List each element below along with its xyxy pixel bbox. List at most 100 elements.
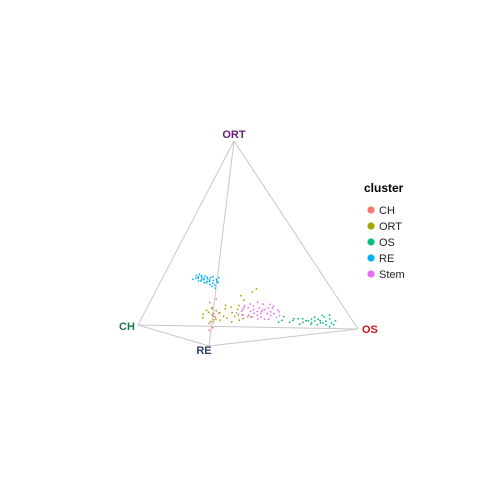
point-stem-5 [263,308,266,311]
point-ch-5 [211,313,214,316]
point-stem-31 [261,308,264,311]
point-re-9 [202,278,205,281]
point-stem-13 [241,308,244,311]
point-stem-6 [267,318,270,321]
point-stem-26 [242,306,245,309]
edge-ch-os [137,324,359,330]
point-ort-1 [212,319,215,321]
point-stem-30 [273,312,275,315]
point-stem-28 [263,318,266,320]
point-os-31 [330,322,333,324]
point-stem-11 [275,316,278,319]
point-ch-6 [212,321,215,324]
point-stem-20 [266,312,269,315]
point-re-19 [212,279,215,282]
point-stem-24 [240,310,243,313]
legend-key-ch [367,206,375,214]
point-re-14 [217,277,220,279]
point-os-11 [302,321,304,324]
point-os-16 [293,317,295,320]
point-stem-22 [251,316,254,318]
legend-label-os: OS [379,237,395,249]
point-stem-4 [253,312,256,315]
vertex-label-ch: CH [119,321,135,333]
point-ort-24 [211,307,213,310]
point-stem-32 [243,304,246,307]
point-ort-3 [201,316,204,319]
legend-key-os [367,238,375,246]
point-stem-3 [271,307,274,309]
point-stem-21 [252,308,255,311]
point-re-15 [217,281,220,284]
point-stem-8 [247,314,250,316]
edge-ch-re [137,324,210,347]
edge-ort-os [233,140,359,330]
point-stem-23 [256,301,259,304]
point-os-15 [288,321,291,324]
point-stem-39 [277,309,279,311]
point-re-32 [192,278,194,281]
point-ch-0 [212,312,215,315]
point-os-7 [317,318,319,320]
point-ch-1 [207,322,210,325]
point-os-25 [321,322,324,324]
point-stem-27 [249,303,252,305]
point-ort-9 [226,317,228,319]
legend-title: cluster [364,181,404,195]
point-re-26 [200,278,203,281]
point-stem-37 [269,303,271,306]
point-os-28 [309,323,312,326]
point-stem-9 [278,311,281,313]
point-re-31 [195,274,198,277]
point-stem-17 [258,307,261,309]
point-ort-29 [239,294,242,297]
point-ort-28 [255,288,258,290]
point-os-23 [328,325,331,328]
edge-os-re [208,328,359,347]
point-re-12 [197,275,200,278]
point-ort-17 [230,306,233,309]
legend-label-ort: ORT [379,221,402,233]
point-os-5 [314,320,316,322]
point-os-17 [281,319,283,322]
point-os-22 [328,314,331,317]
point-ort-0 [222,315,225,318]
point-os-2 [328,318,331,320]
point-stem-7 [252,305,255,307]
point-re-10 [200,274,203,277]
point-stem-1 [260,310,263,313]
point-os-24 [310,318,313,320]
point-stem-33 [246,316,249,318]
point-ort-18 [242,317,245,320]
point-ort-7 [237,313,240,316]
point-re-23 [206,277,209,280]
tetrahedron-edges [137,140,359,347]
point-os-27 [313,316,316,319]
point-os-21 [334,320,337,322]
point-re-27 [201,276,203,278]
legend-label-stem: Stem [379,269,405,281]
point-re-33 [216,280,218,282]
point-re-3 [210,285,213,288]
point-os-10 [305,319,307,322]
point-re-29 [198,273,201,276]
point-os-20 [332,323,335,326]
point-os-29 [297,317,300,320]
point-re-17 [215,278,218,281]
point-os-4 [321,314,324,317]
point-re-28 [197,280,200,282]
point-stem-2 [260,316,262,319]
point-ort-2 [231,311,234,314]
point-re-20 [209,283,211,286]
point-ort-6 [209,320,212,323]
legend-label-re: RE [379,253,394,265]
point-re-5 [208,280,211,283]
point-ort-19 [218,311,221,314]
point-stem-35 [267,307,269,309]
point-ort-26 [243,299,245,301]
point-re-1 [214,284,216,287]
point-ort-11 [219,319,222,321]
point-re-25 [204,275,206,277]
edge-ort-ch [137,140,235,326]
